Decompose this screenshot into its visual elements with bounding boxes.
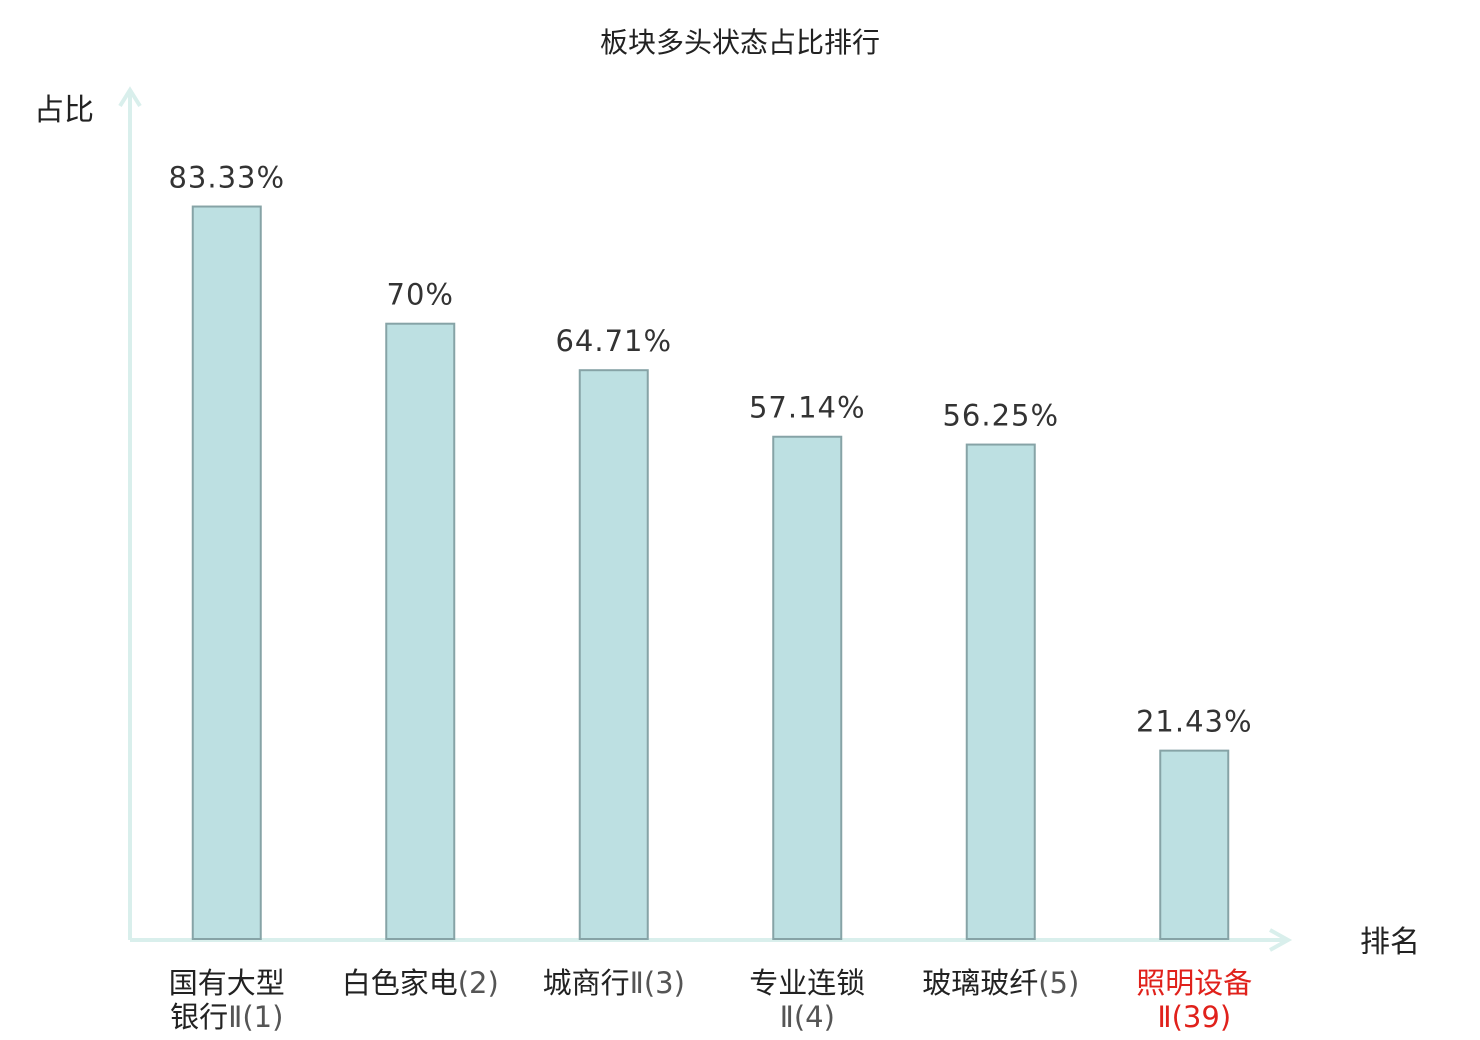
y-axis-arrow bbox=[118, 86, 142, 108]
category-rank: (2) bbox=[458, 966, 499, 1000]
category-name: 城商行 bbox=[543, 966, 630, 1000]
bar bbox=[578, 369, 649, 940]
bar bbox=[965, 443, 1036, 940]
category-rank: Ⅱ(1) bbox=[228, 1000, 283, 1034]
category-name: 玻璃玻纤 bbox=[922, 966, 1038, 1000]
x-axis-arrow bbox=[1269, 928, 1293, 952]
bar bbox=[385, 322, 456, 940]
bar bbox=[772, 435, 843, 940]
value-label: 57.14% bbox=[749, 391, 866, 425]
category-rank: (5) bbox=[1038, 966, 1079, 1000]
category-rank: Ⅱ(3) bbox=[630, 966, 685, 1000]
category-label: 照明设备 bbox=[1136, 966, 1252, 1000]
category-label: 白色家电(2) bbox=[342, 966, 499, 1000]
x-axis-label: 排名 bbox=[1360, 925, 1420, 960]
y-axis-label: 占比 bbox=[34, 93, 94, 128]
category-name: 照明设备 bbox=[1136, 966, 1252, 1000]
category-name: 银行 bbox=[170, 1000, 228, 1034]
value-label: 56.25% bbox=[942, 399, 1059, 433]
value-labels-group: 83.33% 70% 64.71% 57.14% 56.25% 21.43% bbox=[168, 161, 1253, 739]
category-label: 玻璃玻纤(5) bbox=[922, 966, 1079, 1000]
category-name: 国有大型 bbox=[169, 966, 285, 1000]
value-label: 70% bbox=[387, 278, 454, 312]
category-name: 专业连锁 bbox=[749, 966, 865, 1000]
category-label: 银行Ⅱ(1) bbox=[170, 1000, 283, 1034]
category-rank: Ⅱ(4) bbox=[780, 1000, 835, 1034]
category-label: 国有大型 bbox=[169, 966, 285, 1000]
category-rank: Ⅱ(39) bbox=[1157, 1000, 1231, 1034]
category-name: 白色家电 bbox=[342, 966, 458, 1000]
bar bbox=[191, 205, 262, 940]
category-label: Ⅱ(39) bbox=[1157, 1000, 1231, 1034]
bars-group bbox=[191, 205, 1230, 941]
category-label: 专业连锁 bbox=[749, 966, 865, 1000]
value-label: 64.71% bbox=[555, 324, 672, 358]
bar bbox=[1159, 749, 1230, 941]
category-label: Ⅱ(4) bbox=[780, 1000, 835, 1034]
value-label: 83.33% bbox=[168, 161, 285, 195]
value-label: 21.43% bbox=[1136, 705, 1253, 739]
category-label: 城商行Ⅱ(3) bbox=[543, 966, 685, 1000]
chart-title: 板块多头状态占比排行 bbox=[600, 26, 880, 59]
